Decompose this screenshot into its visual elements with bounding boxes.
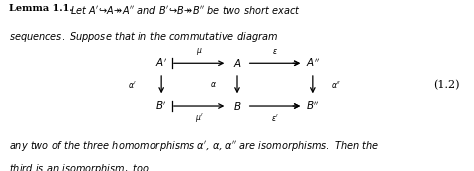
Text: Lemma 1.1.: Lemma 1.1.	[9, 4, 73, 13]
Text: (1.2): (1.2)	[433, 80, 460, 90]
Text: $B''$: $B''$	[306, 100, 320, 112]
Text: $\alpha$: $\alpha$	[210, 80, 217, 89]
Text: $\it{Let}$ $A'\!\hookrightarrow\! A\!\twoheadrightarrow\! A''$ $\it{and}$ $B'\!\: $\it{Let}$ $A'\!\hookrightarrow\! A\!\tw…	[70, 4, 301, 16]
Text: $B'$: $B'$	[155, 100, 167, 112]
Text: $\alpha'$: $\alpha'$	[128, 79, 137, 90]
Text: $A''$: $A''$	[306, 57, 320, 69]
Text: $B$: $B$	[233, 100, 241, 112]
Text: $\alpha''$: $\alpha''$	[331, 79, 342, 90]
Text: $\it{any\ two\ of\ the\ three\ homomorphisms}$ $\alpha'$, $\alpha$, $\alpha''$ $: $\it{any\ two\ of\ the\ three\ homomorph…	[9, 139, 380, 153]
Text: $\mu'$: $\mu'$	[195, 111, 203, 124]
Text: $\it{third\ is\ an\ isomorphism,\ too.}$: $\it{third\ is\ an\ isomorphism,\ too.}$	[9, 162, 153, 171]
Text: $\varepsilon$: $\varepsilon$	[272, 47, 278, 56]
Text: $\it{sequences.\ Suppose\ that\ in\ the\ commutative\ diagram}$: $\it{sequences.\ Suppose\ that\ in\ the\…	[9, 30, 279, 44]
Text: $A'$: $A'$	[155, 57, 167, 69]
Text: $\mu$: $\mu$	[196, 46, 202, 57]
Text: $A$: $A$	[233, 57, 241, 69]
Text: $\varepsilon'$: $\varepsilon'$	[271, 113, 279, 123]
